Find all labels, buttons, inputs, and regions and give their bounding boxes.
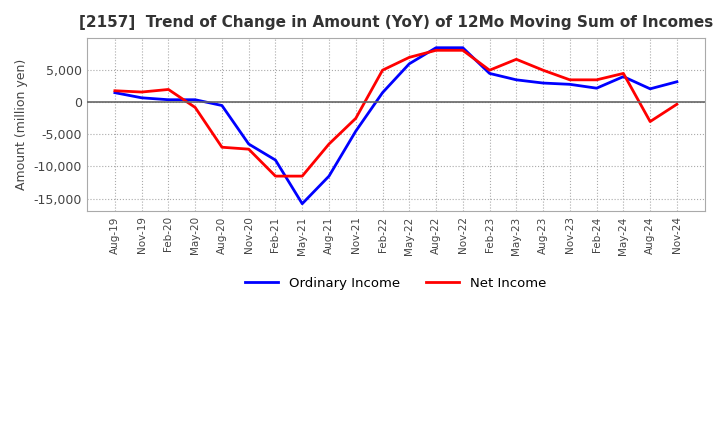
Net Income (271, 173, 280, 179)
Net Income (191, 105, 199, 110)
Net Income (672, 102, 681, 107)
Title: [2157]  Trend of Change in Amount (YoY) of 12Mo Moving Sum of Incomes: [2157] Trend of Change in Amount (YoY) o… (78, 15, 713, 30)
Net Income (298, 173, 307, 179)
Net Income (217, 145, 226, 150)
Y-axis label: Amount (million yen): Amount (million yen) (15, 59, 28, 191)
Ordinary Income (271, 158, 280, 163)
Net Income (432, 48, 441, 53)
Net Income (351, 116, 360, 121)
Net Income (111, 88, 120, 93)
Net Income (593, 77, 601, 82)
Ordinary Income (244, 141, 253, 147)
Ordinary Income (485, 71, 494, 76)
Ordinary Income (512, 77, 521, 82)
Ordinary Income (459, 45, 467, 50)
Net Income (378, 68, 387, 73)
Ordinary Income (138, 95, 146, 100)
Ordinary Income (405, 61, 413, 66)
Legend: Ordinary Income, Net Income: Ordinary Income, Net Income (240, 271, 552, 295)
Net Income (512, 57, 521, 62)
Ordinary Income (619, 74, 628, 79)
Net Income (405, 55, 413, 60)
Net Income (244, 147, 253, 152)
Ordinary Income (111, 90, 120, 95)
Net Income (565, 77, 574, 82)
Ordinary Income (672, 79, 681, 84)
Ordinary Income (432, 45, 441, 50)
Ordinary Income (351, 128, 360, 134)
Net Income (164, 87, 173, 92)
Line: Ordinary Income: Ordinary Income (115, 48, 677, 204)
Ordinary Income (325, 173, 333, 179)
Net Income (459, 48, 467, 53)
Ordinary Income (191, 97, 199, 103)
Net Income (325, 141, 333, 147)
Ordinary Income (378, 90, 387, 95)
Ordinary Income (298, 201, 307, 206)
Ordinary Income (593, 85, 601, 91)
Net Income (539, 68, 547, 73)
Net Income (619, 71, 628, 76)
Net Income (485, 68, 494, 73)
Net Income (646, 119, 654, 124)
Ordinary Income (217, 103, 226, 108)
Line: Net Income: Net Income (115, 50, 677, 176)
Ordinary Income (565, 82, 574, 87)
Net Income (138, 89, 146, 95)
Ordinary Income (539, 81, 547, 86)
Ordinary Income (164, 97, 173, 103)
Ordinary Income (646, 86, 654, 92)
